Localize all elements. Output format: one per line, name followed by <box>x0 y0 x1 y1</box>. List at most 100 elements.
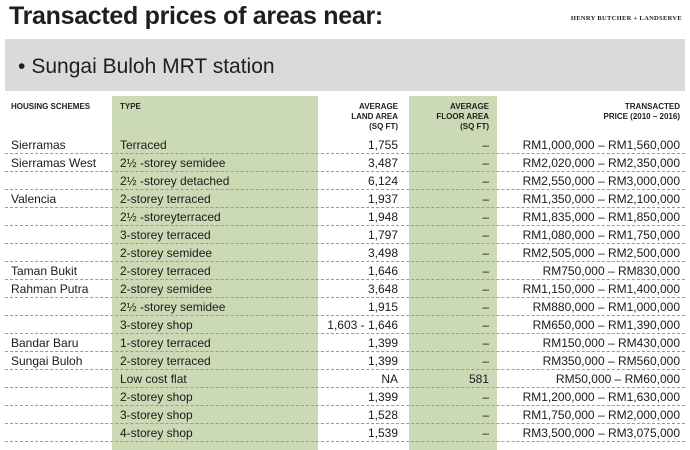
land-area-cell: 3,648 <box>367 282 398 296</box>
type-cell: 2½ -storey semidee <box>120 300 226 314</box>
header-floor-line-3: (SQ FT) <box>460 122 489 131</box>
floor-area-cell: – <box>482 246 489 260</box>
header-price-line-2: PRICE (2010 – 2016) <box>603 112 681 121</box>
scheme-cell: Valencia <box>11 192 57 206</box>
type-cell: 2-storey terraced <box>120 354 211 368</box>
type-cell: Low cost flat <box>120 372 187 386</box>
station-heading: • Sungai Buloh MRT station <box>18 55 275 79</box>
type-cell: 2½ -storey semidee <box>120 156 226 170</box>
floor-area-cell: – <box>482 174 489 188</box>
scheme-cell: Rahman Putra <box>11 282 89 296</box>
floor-area-cell: 581 <box>468 372 489 386</box>
scheme-cell: Bandar Baru <box>11 336 79 350</box>
price-cell: RM3,500,000 – RM3,075,000 <box>522 426 680 440</box>
type-cell: Terraced <box>120 138 167 152</box>
land-area-cell: 6,124 <box>367 174 398 188</box>
header-floor-line-2: FLOOR AREA <box>436 112 489 121</box>
table-row: 3-storey shop 1,603 - 1,646 – RM650,000 – R… <box>5 316 685 334</box>
price-cell: RM150,000 – RM430,000 <box>542 336 680 350</box>
price-cell: RM1,835,000 – RM1,850,000 <box>522 210 680 224</box>
floor-area-cell: – <box>482 426 489 440</box>
floor-area-cell: – <box>482 210 489 224</box>
page-title: Transacted prices of areas near: <box>9 2 383 30</box>
land-area-cell: 1,755 <box>367 138 398 152</box>
floor-area-cell: – <box>482 138 489 152</box>
type-cell: 3-storey shop <box>120 408 193 422</box>
land-area-cell: NA <box>381 372 398 386</box>
header-land-line-3: (SQ FT) <box>369 122 398 131</box>
land-area-cell: 1,399 <box>367 354 398 368</box>
type-cell: 2-storey terraced <box>120 264 211 278</box>
floor-area-cell: – <box>482 300 489 314</box>
land-area-cell: 1,539 <box>367 426 398 440</box>
land-area-cell: 1,603 - 1,646 <box>327 318 398 332</box>
table-row: Valencia 2-storey terraced 1,937 – RM1,350,0… <box>5 190 685 208</box>
table-row: Rahman Putra 2-storey semidee 3,648 – RM1,15… <box>5 280 685 298</box>
table-row: Sierramas West 2½ -storey semidee 3,487 – RM… <box>5 154 685 172</box>
header-land-line-2: LAND AREA <box>351 112 398 121</box>
type-cell: 2-storey semidee <box>120 282 213 296</box>
table-row: 2½ -storeyterraced 1,948 – RM1,835,000 – RM… <box>5 208 685 226</box>
price-cell: RM350,000 – RM560,000 <box>542 354 680 368</box>
table-row: Taman Bukit 2-storey terraced 1,646 – RM750,… <box>5 262 685 280</box>
floor-area-cell: – <box>482 264 489 278</box>
scheme-cell: Sierramas West <box>11 156 97 170</box>
price-cell: RM1,080,000 – RM1,750,000 <box>522 228 680 242</box>
type-cell: 4-storey shop <box>120 426 193 440</box>
type-cell: 1-storey terraced <box>120 336 211 350</box>
header-floor-line-1: AVERAGE <box>450 102 489 111</box>
land-area-cell: 1,646 <box>367 264 398 278</box>
header-housing-schemes: HOUSING SCHEMES <box>11 102 91 111</box>
floor-area-cell: – <box>482 228 489 242</box>
floor-area-cell: – <box>482 390 489 404</box>
land-area-cell: 3,498 <box>367 246 398 260</box>
price-cell: RM1,750,000 – RM2,000,000 <box>522 408 680 422</box>
header-price-line-1: TRANSACTED <box>624 102 680 111</box>
type-cell: 2-storey semidee <box>120 246 213 260</box>
type-cell: 3-storey terraced <box>120 228 211 242</box>
price-cell: RM50,000 – RM60,000 <box>555 372 680 386</box>
price-cell: RM2,020,000 – RM2,350,000 <box>522 156 680 170</box>
land-area-cell: 1,937 <box>367 192 398 206</box>
price-cell: RM2,550,000 – RM3,000,000 <box>522 174 680 188</box>
price-cell: RM1,000,000 – RM1,560,000 <box>522 138 680 152</box>
type-cell: 2-storey shop <box>120 390 193 404</box>
table-row: Sungai Buloh 2-storey terraced 1,399 – RM350… <box>5 352 685 370</box>
price-cell: RM880,000 – RM1,000,000 <box>532 300 680 314</box>
table-row: 3-storey terraced 1,797 – RM1,080,000 – RM1… <box>5 226 685 244</box>
prices-table: HOUSING SCHEMES TYPE AVERAGE LAND AREA (… <box>5 96 685 450</box>
land-area-cell: 1,797 <box>367 228 398 242</box>
floor-area-cell: – <box>482 318 489 332</box>
table-row: 2-storey shop 1,399 – RM1,200,000 – RM1,630… <box>5 388 685 406</box>
header-land-line-1: AVERAGE <box>359 102 398 111</box>
price-cell: RM2,505,000 – RM2,500,000 <box>522 246 680 260</box>
floor-area-cell: – <box>482 336 489 350</box>
land-area-cell: 3,487 <box>367 156 398 170</box>
header-land-area: AVERAGE LAND AREA (SQ FT) <box>351 102 398 132</box>
source-credit: HENRY BUTCHER + LANDSERVE <box>570 15 682 22</box>
floor-area-column-shading <box>409 96 497 450</box>
price-cell: RM1,200,000 – RM1,630,000 <box>522 390 680 404</box>
type-cell: 2½ -storey detached <box>120 174 230 188</box>
table-row: 3-storey shop 1,528 – RM1,750,000 – RM2,000… <box>5 406 685 424</box>
table-row: Low cost flat NA 581 RM50,000 – RM60,000 <box>5 370 685 388</box>
type-cell: 2½ -storeyterraced <box>120 210 221 224</box>
table-row: Bandar Baru 1-storey terraced 1,399 – RM150,… <box>5 334 685 352</box>
floor-area-cell: – <box>482 408 489 422</box>
scheme-cell: Sungai Buloh <box>11 354 83 368</box>
price-cell: RM1,150,000 – RM1,400,000 <box>522 282 680 296</box>
floor-area-cell: – <box>482 156 489 170</box>
land-area-cell: 1,528 <box>367 408 398 422</box>
land-area-cell: 1,399 <box>367 390 398 404</box>
land-area-cell: 1,399 <box>367 336 398 350</box>
bullet-icon: • <box>18 55 26 78</box>
price-cell: RM1,350,000 – RM2,100,000 <box>522 192 680 206</box>
price-cell: RM750,000 – RM830,000 <box>542 264 680 278</box>
scheme-cell: Sierramas <box>11 138 66 152</box>
table-row: 2½ -storey semidee 1,915 – RM880,000 – RM1,… <box>5 298 685 316</box>
station-banner: • Sungai Buloh MRT station <box>5 39 685 91</box>
table-row: Sierramas Terraced 1,755 – RM1,000,000 – RM1… <box>5 136 685 154</box>
header-transacted-price: TRANSACTED PRICE (2010 – 2016) <box>604 102 681 122</box>
table-row: 4-storey shop 1,539 – RM3,500,000 – RM3,075… <box>5 424 685 442</box>
type-cell: 3-storey shop <box>120 318 193 332</box>
